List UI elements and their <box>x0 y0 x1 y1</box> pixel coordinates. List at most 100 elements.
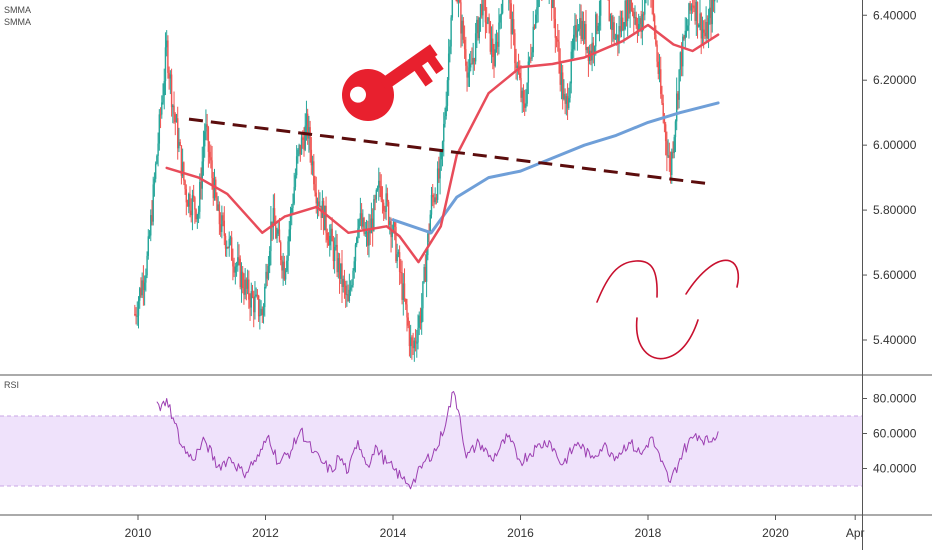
candle-body <box>245 279 248 289</box>
smma-label-2: SMMA <box>4 17 31 27</box>
candle-body <box>147 236 149 256</box>
key-hole <box>350 86 367 103</box>
candle-body <box>212 178 214 199</box>
candle-body <box>300 137 303 155</box>
candle-body <box>289 212 292 230</box>
candle-body <box>564 94 566 104</box>
candle-body <box>202 146 205 162</box>
candle-body <box>558 41 560 61</box>
candle-body <box>422 281 424 309</box>
candle-body <box>466 65 468 78</box>
candle-body <box>223 220 226 236</box>
candle-body <box>268 251 271 267</box>
candle-body <box>412 345 414 349</box>
candle-body <box>644 0 646 15</box>
candle-body <box>232 260 234 267</box>
candle-body <box>325 205 327 233</box>
candle-body <box>288 229 290 242</box>
candle-body <box>227 246 229 248</box>
candle-body <box>164 47 167 82</box>
candle-body <box>680 52 683 67</box>
candle-body <box>653 15 656 35</box>
candle-body <box>690 5 693 11</box>
candle-body <box>309 127 311 150</box>
candle-body <box>440 151 443 160</box>
smma-label-1: SMMA <box>4 5 31 15</box>
candle-body <box>224 235 227 249</box>
candle-body <box>467 72 469 78</box>
candle-body <box>358 219 360 229</box>
candle-body <box>141 280 143 296</box>
candle-body <box>403 283 406 299</box>
candle-body <box>222 215 224 221</box>
candle-body <box>618 26 620 43</box>
rsi-line <box>156 391 719 490</box>
candle-body <box>314 184 316 193</box>
candle-body <box>709 7 711 19</box>
candle-body <box>463 39 466 50</box>
candle-body <box>167 40 169 73</box>
candle-body <box>206 124 208 128</box>
candle-body <box>573 34 575 50</box>
candle-body <box>598 15 601 26</box>
candle-body <box>253 296 255 313</box>
candle-body <box>158 114 161 144</box>
candle-body <box>256 294 259 296</box>
candle-body <box>357 228 359 238</box>
candle-body <box>142 280 145 291</box>
candle-body <box>447 53 450 81</box>
candle-body <box>520 78 522 98</box>
candle-body <box>136 315 138 317</box>
candle-body <box>409 337 412 347</box>
candle-body <box>173 105 175 115</box>
candle-body <box>553 0 555 19</box>
candle-body <box>152 184 154 222</box>
key-tooth-2 <box>427 55 444 75</box>
candle-body <box>153 178 156 185</box>
candle-body <box>614 38 617 40</box>
candle-body <box>655 34 657 45</box>
candle-body <box>498 22 500 47</box>
candle-body <box>499 15 501 23</box>
candle-body <box>286 260 288 271</box>
candle-body <box>526 82 528 104</box>
candle-body <box>494 49 496 66</box>
candle-body <box>568 98 570 109</box>
candle-body <box>424 267 427 282</box>
candle-body <box>660 69 662 94</box>
candle-body <box>669 157 672 175</box>
candle-body <box>432 194 434 198</box>
time-tick-label: 2014 <box>380 526 407 540</box>
candle-body <box>356 237 358 245</box>
price-tick-label: 6.40000 <box>873 8 917 22</box>
candle-body <box>636 25 639 33</box>
candle-body <box>693 5 695 9</box>
candle-body <box>281 260 283 271</box>
candle-body <box>637 23 640 33</box>
arc-drawing-2 <box>635 317 699 360</box>
candle-body <box>672 151 674 153</box>
candle-body <box>595 14 597 47</box>
price-tick-label: 6.00000 <box>873 138 917 152</box>
rsi-label: RSI <box>4 380 20 390</box>
candle-body <box>346 294 348 296</box>
candle-body <box>642 14 645 16</box>
candle-body <box>261 308 264 316</box>
candle-body <box>172 105 174 108</box>
candle-body <box>282 261 284 271</box>
candle-body <box>381 199 384 203</box>
candle-body <box>235 265 238 267</box>
candle-body <box>291 208 293 213</box>
candle-body <box>468 67 471 73</box>
candle-body <box>337 258 340 273</box>
price-pane <box>134 0 720 362</box>
candle-body <box>406 304 408 318</box>
candle-body <box>704 32 706 37</box>
candle-body <box>628 0 630 14</box>
candle-body <box>537 0 539 8</box>
candle-body <box>398 252 401 273</box>
candle-body <box>360 213 363 227</box>
candle-body <box>593 46 596 52</box>
candle-body <box>259 314 261 317</box>
